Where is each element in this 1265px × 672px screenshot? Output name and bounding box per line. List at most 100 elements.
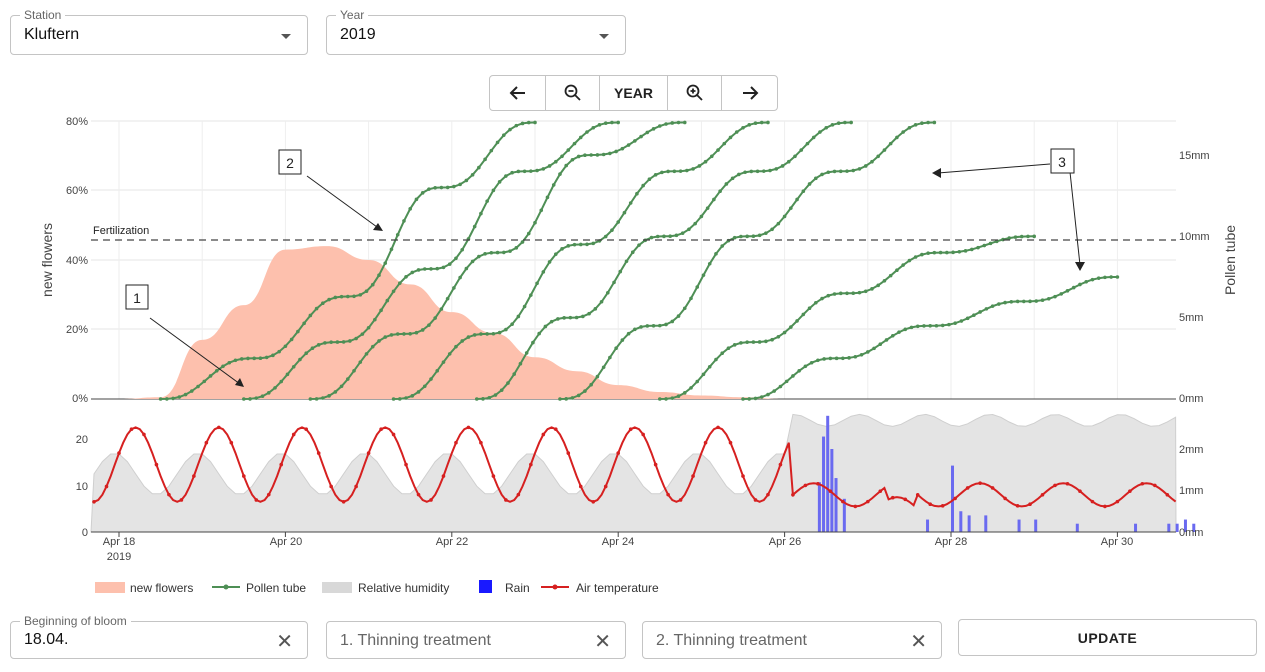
y-axis-label-left: new flowers (39, 223, 55, 297)
clear-icon[interactable]: ✕ (276, 631, 293, 653)
clear-icon[interactable]: ✕ (910, 631, 927, 653)
rain-bar (842, 498, 846, 532)
x-tick: Apr 26 (769, 536, 801, 548)
rain-bar (826, 415, 830, 532)
y2-tick: 1mm (1179, 485, 1203, 497)
pollen-tube-line (160, 121, 536, 400)
x-tick: Apr 24 (602, 536, 634, 548)
annotation-1: 1 (125, 284, 244, 387)
annotation-2: 2 (278, 149, 383, 231)
rain-bar (984, 515, 988, 532)
legend-swatch-flowers (95, 582, 125, 593)
x-tick: Apr 22 (436, 536, 468, 548)
arrow-right-icon (742, 86, 758, 100)
year-select[interactable]: Year 2019 (326, 8, 626, 55)
pollen-tube-line (243, 121, 619, 400)
arrow-left-icon (509, 86, 525, 100)
humidity-area-shape (90, 413, 1177, 533)
rain-bar (817, 482, 821, 532)
zoom-out-icon (564, 84, 581, 101)
rain-bar (951, 465, 954, 532)
station-select[interactable]: Station Kluftern (10, 8, 308, 55)
legend-swatch-rain (479, 580, 492, 593)
y-tick: 80% (66, 116, 88, 128)
y2-tick: 0mm (1179, 393, 1203, 405)
prev-button[interactable] (490, 76, 546, 110)
year-value: 2019 (340, 26, 376, 43)
next-button[interactable] (722, 76, 777, 110)
pollen-tube-lines (158, 120, 1120, 401)
chart-navigation: YEAR (489, 75, 778, 111)
rain-bar (822, 436, 826, 532)
station-label: Station (20, 8, 66, 22)
y2-tick: 5mm (1179, 312, 1203, 324)
temperature-line-path (93, 426, 1177, 508)
pollen-tube-line (659, 235, 1035, 400)
flowers-area-shape (91, 246, 1176, 399)
rain-bar (1183, 519, 1187, 532)
annotation-3: 3 (932, 148, 1085, 271)
chevron-down-icon (599, 34, 609, 39)
svg-text:3: 3 (1058, 154, 1066, 170)
clear-icon[interactable]: ✕ (594, 631, 611, 653)
svg-text:2: 2 (286, 155, 294, 171)
legend-label: Air temperature (576, 581, 659, 595)
bloom-start-field[interactable]: Beginning of bloom 18.04. ✕ (10, 614, 308, 659)
zoom-in-icon (686, 84, 703, 101)
legend-label: new flowers (130, 581, 193, 595)
humidity-area (90, 413, 1177, 533)
rain-bar (1017, 519, 1021, 532)
y-axis-label-right: Pollen tube (1222, 225, 1238, 295)
bloom-chart: Fertilization new flowers Pollen tube 80… (39, 116, 1238, 595)
x-tick-year: 2019 (107, 551, 131, 563)
rain-bar (834, 478, 838, 532)
y-tick: 0% (72, 393, 88, 405)
y-tick: 20 (76, 434, 88, 446)
zoom-in-button[interactable] (668, 76, 722, 110)
rain-bar (1192, 523, 1196, 532)
chevron-down-icon (281, 34, 291, 39)
pollen-tube-line (476, 121, 852, 400)
pollen-tube-line (742, 276, 1118, 400)
thinning-2-placeholder: 2. Thinning treatment (656, 632, 807, 649)
legend-label: Relative humidity (358, 581, 449, 595)
x-tick: Apr 30 (1101, 536, 1133, 548)
update-button[interactable]: UPDATE (958, 619, 1257, 656)
rain-bar (1134, 523, 1138, 532)
y-tick: 40% (66, 255, 88, 267)
thinning-1-field[interactable]: 1. Thinning treatment ✕ (326, 621, 626, 659)
rain-bar (1175, 523, 1179, 532)
zoom-out-button[interactable] (546, 76, 600, 110)
x-tick: Apr 28 (935, 536, 967, 548)
legend-swatch-humidity (322, 582, 352, 593)
svg-text:1: 1 (133, 290, 141, 306)
y-tick: 0 (82, 527, 88, 539)
legend-label: Pollen tube (246, 581, 306, 595)
year-label: Year (336, 8, 369, 22)
temperature-line (92, 425, 1177, 509)
rain-bar (1034, 519, 1038, 532)
y2-tick: 2mm (1179, 444, 1203, 456)
rain-bar (959, 511, 963, 532)
legend: new flowers Pollen tube Relative humidit… (95, 580, 659, 595)
bloom-start-value: 18.04. (24, 631, 69, 648)
thinning-1-placeholder: 1. Thinning treatment (340, 632, 491, 649)
legend-label: Rain (505, 581, 530, 595)
thinning-2-field[interactable]: 2. Thinning treatment ✕ (642, 621, 942, 659)
flowers-area (91, 246, 1176, 399)
year-view-button[interactable]: YEAR (600, 76, 668, 110)
y-tick: 20% (66, 324, 88, 336)
pollen-tube-line (310, 121, 685, 400)
bloom-start-label: Beginning of bloom (20, 614, 131, 628)
pollen-tube-line (559, 121, 935, 400)
y2-tick: 15mm (1179, 150, 1210, 162)
x-tick: Apr 20 (270, 536, 302, 548)
y-tick: 60% (66, 185, 88, 197)
y2-tick: 10mm (1179, 231, 1210, 243)
station-value: Kluftern (24, 26, 80, 43)
x-tick: Apr 18 (103, 536, 135, 548)
rain-bar (926, 519, 930, 532)
y-tick: 10 (76, 481, 88, 493)
fertilization-label: Fertilization (93, 225, 149, 237)
rain-bar (967, 515, 971, 532)
